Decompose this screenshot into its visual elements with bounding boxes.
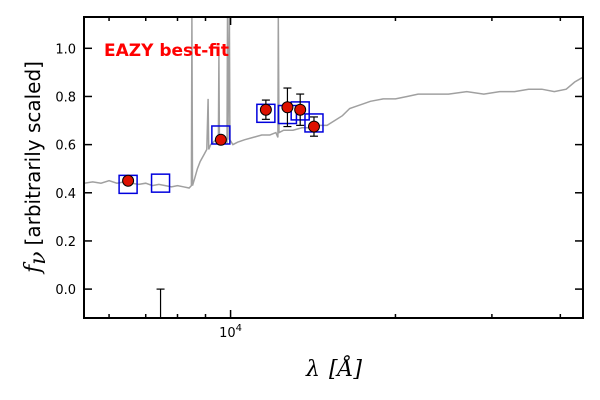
sed-line (84, 17, 583, 189)
observed-point (214, 133, 227, 146)
observed-point (307, 120, 320, 133)
x-tick-label: 104 (219, 323, 242, 341)
y-tick-label: 0.0 (55, 283, 76, 298)
y-axis-label: fν[arbitrarily scaled] (21, 61, 51, 275)
plot-frame (83, 16, 584, 319)
y-tick-label: 0.4 (55, 187, 76, 202)
observed-point (294, 103, 307, 116)
observed-point (122, 174, 135, 187)
svg-text:104: 104 (219, 323, 242, 341)
observed-point (281, 101, 294, 114)
annotation-label: EAZY best-fit (104, 41, 229, 61)
plot-background (84, 17, 583, 318)
y-tick-label: 0.6 (55, 139, 76, 154)
y-tick-label: 1.0 (55, 42, 76, 57)
y-tick-label: 0.2 (55, 235, 76, 250)
x-axis-label: λ [Å] (305, 354, 362, 382)
y-tick-label: 0.8 (55, 90, 76, 105)
observed-point (259, 103, 272, 116)
model-point (150, 173, 171, 193)
